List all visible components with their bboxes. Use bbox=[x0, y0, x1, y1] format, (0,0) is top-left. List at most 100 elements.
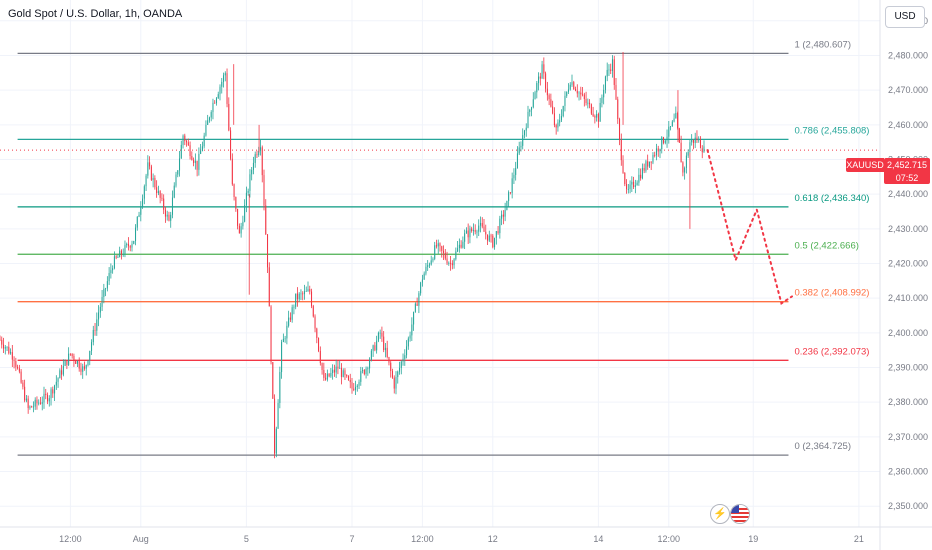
candle-body bbox=[164, 209, 166, 217]
candle-body bbox=[573, 82, 575, 90]
candle-body bbox=[346, 374, 348, 377]
candle-body bbox=[296, 293, 298, 300]
candle-body bbox=[129, 246, 131, 248]
candle-body bbox=[682, 162, 684, 173]
candle-body bbox=[71, 353, 73, 356]
candle-body bbox=[156, 187, 158, 194]
candle-body bbox=[409, 335, 411, 339]
candle-body bbox=[606, 69, 608, 77]
candle-body bbox=[120, 250, 122, 255]
candle-body bbox=[543, 64, 545, 74]
candle-body bbox=[131, 243, 133, 248]
candle-body bbox=[522, 135, 524, 146]
candle-body bbox=[622, 160, 624, 173]
us-flag-icon[interactable] bbox=[730, 504, 750, 524]
candle-body bbox=[414, 303, 416, 312]
candle-body bbox=[425, 266, 427, 274]
candle-body bbox=[247, 190, 249, 193]
candle-body bbox=[360, 371, 362, 382]
candle-body bbox=[61, 370, 63, 375]
candle-body bbox=[224, 73, 226, 76]
candle-body bbox=[583, 94, 585, 99]
candle-body bbox=[680, 142, 682, 163]
candle-body bbox=[307, 289, 309, 292]
candle-body bbox=[356, 385, 358, 387]
candle-body bbox=[675, 112, 677, 119]
candle-body bbox=[258, 150, 260, 156]
candle-body bbox=[0, 339, 1, 341]
y-tick-label: 2,440.000 bbox=[888, 189, 928, 199]
lightning-icon[interactable]: ⚡ bbox=[710, 504, 730, 524]
candle-body bbox=[184, 135, 186, 142]
candle-body bbox=[578, 92, 580, 94]
candle-body bbox=[448, 262, 450, 264]
candle-body bbox=[321, 363, 323, 371]
candle-body bbox=[115, 256, 117, 258]
candle-body bbox=[467, 230, 469, 238]
candle-body bbox=[117, 257, 119, 258]
candle-body bbox=[413, 311, 415, 325]
candle-body bbox=[636, 182, 638, 186]
candle-body bbox=[661, 137, 663, 150]
candle-body bbox=[699, 139, 702, 149]
candle-body bbox=[259, 147, 262, 151]
candle-body bbox=[189, 145, 191, 157]
candle-body bbox=[562, 105, 564, 117]
candle-body bbox=[178, 158, 181, 171]
x-tick-label: 7 bbox=[349, 534, 354, 544]
candle-body bbox=[655, 148, 658, 156]
candle-body bbox=[668, 126, 670, 137]
candle-body bbox=[411, 324, 413, 336]
candle-body bbox=[383, 336, 385, 351]
candle-body bbox=[29, 406, 31, 409]
candle-body bbox=[249, 174, 251, 191]
candle-body bbox=[613, 59, 615, 85]
candle-body bbox=[41, 402, 43, 404]
candle-body bbox=[332, 369, 334, 374]
candle-body bbox=[694, 137, 696, 143]
candle-body bbox=[150, 166, 152, 180]
candle-body bbox=[585, 98, 587, 104]
candle-body bbox=[152, 177, 154, 180]
candle-body bbox=[671, 121, 673, 127]
candle-body bbox=[370, 350, 372, 361]
fib-level-label: 0.382 (2,408.992) bbox=[794, 288, 869, 299]
x-tick-label: 12 bbox=[488, 534, 498, 544]
candle-body bbox=[465, 230, 467, 234]
candle-body bbox=[265, 205, 267, 235]
candle-body bbox=[418, 293, 420, 306]
candle-body bbox=[300, 293, 302, 295]
candle-body bbox=[437, 243, 439, 247]
candle-body bbox=[645, 161, 647, 171]
x-tick-label: 19 bbox=[748, 534, 758, 544]
candle-body bbox=[219, 86, 221, 95]
candle-body bbox=[430, 260, 432, 265]
candle-body bbox=[564, 95, 566, 106]
candle-body bbox=[281, 342, 283, 373]
candle-body bbox=[142, 198, 144, 207]
candle-body bbox=[545, 73, 547, 89]
candle-body bbox=[640, 174, 642, 179]
candle-body bbox=[252, 162, 254, 170]
currency-button[interactable]: USD bbox=[885, 6, 925, 28]
candle-body bbox=[400, 361, 402, 368]
candle-body bbox=[599, 102, 601, 122]
candle-body bbox=[96, 319, 98, 331]
candle-body bbox=[441, 246, 443, 251]
candle-body bbox=[603, 89, 605, 98]
candle-body bbox=[83, 366, 86, 369]
candle-body bbox=[620, 139, 622, 161]
candle-body bbox=[347, 376, 350, 380]
candle-body bbox=[476, 231, 478, 233]
candle-body bbox=[386, 347, 388, 358]
candle-body bbox=[203, 135, 205, 147]
candle-body bbox=[310, 291, 313, 307]
candle-body bbox=[78, 361, 80, 369]
candle-body bbox=[277, 402, 279, 429]
candle-body bbox=[701, 148, 703, 153]
candle-body bbox=[471, 228, 473, 231]
candle-body bbox=[624, 172, 626, 185]
candle-body bbox=[270, 306, 272, 363]
candle-body bbox=[305, 291, 307, 292]
